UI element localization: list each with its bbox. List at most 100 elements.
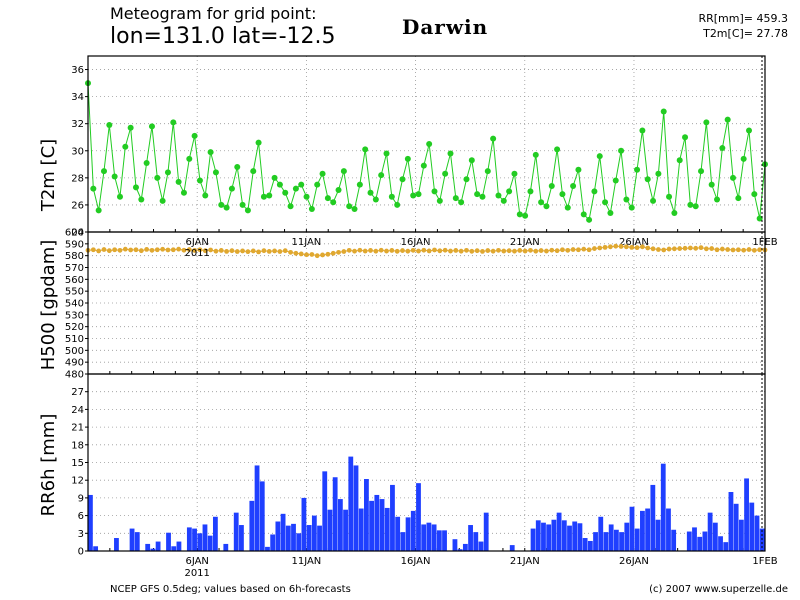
data-point (372, 196, 379, 203)
data-point (751, 191, 758, 198)
y-tick-label: 480 (65, 370, 84, 381)
x-tick-label: 11JAN (291, 237, 321, 248)
location-name: Darwin (402, 15, 489, 39)
data-point (522, 212, 529, 219)
y-tick-label: 550 (65, 287, 84, 298)
data-point (741, 247, 747, 253)
title-line-2: lon=131.0 lat=-12.5 (110, 24, 336, 49)
bar (421, 524, 427, 551)
data-point (362, 146, 369, 153)
data-point (490, 248, 496, 254)
data-point (586, 247, 592, 253)
y-tick-label: 500 (65, 346, 84, 357)
data-point (384, 248, 389, 254)
data-point (356, 181, 363, 188)
bar (640, 510, 645, 551)
bar (93, 546, 99, 551)
bar (322, 471, 328, 551)
y-tick-label: 9 (78, 493, 84, 504)
data-point (608, 244, 613, 250)
x-tick-label: 6JAN (185, 237, 208, 248)
data-point (352, 248, 357, 254)
y-tick-label: 520 (65, 322, 84, 333)
data-point (176, 246, 182, 252)
data-point (564, 204, 571, 211)
data-point (661, 247, 667, 253)
data-point (383, 150, 390, 157)
data-point (346, 203, 353, 210)
bar (405, 517, 411, 551)
data-point (442, 247, 448, 253)
bar (254, 465, 260, 551)
data-point (458, 199, 465, 206)
data-point (240, 248, 245, 254)
y-tick-label: 26 (71, 200, 84, 211)
bar (462, 543, 468, 551)
bar (291, 523, 296, 551)
data-point (517, 248, 523, 253)
data-point (170, 119, 177, 126)
data-point (202, 192, 209, 199)
bar (431, 524, 437, 551)
data-point (719, 246, 725, 252)
data-point (159, 197, 166, 204)
x-tick-label: 21JAN (510, 237, 540, 248)
y-tick-label: 510 (65, 334, 84, 345)
data-point (96, 248, 102, 254)
data-point (533, 248, 539, 254)
data-point (319, 170, 326, 177)
bar (593, 532, 598, 551)
data-point (271, 174, 278, 181)
bar (723, 542, 729, 551)
data-point (660, 108, 667, 115)
data-point (122, 143, 129, 150)
bar (390, 484, 395, 551)
bar (207, 535, 213, 551)
data-point (192, 248, 198, 253)
data-point (479, 193, 486, 200)
x-tick-label: 1FEB (752, 556, 777, 567)
data-point (213, 248, 219, 254)
data-point (442, 170, 449, 177)
data-point (399, 176, 406, 183)
bar (155, 541, 161, 551)
data-point (575, 166, 582, 173)
bar (483, 512, 489, 551)
data-point (111, 173, 118, 180)
data-point (132, 184, 139, 191)
bar (88, 494, 93, 551)
data-point (554, 248, 560, 254)
data-point (362, 248, 368, 254)
title-line-1: Meteogram for grid point: (110, 4, 317, 23)
data-point (671, 246, 677, 252)
data-point (373, 248, 379, 254)
bar (296, 533, 302, 551)
data-point (596, 153, 603, 160)
data-point (292, 185, 299, 192)
data-point (154, 247, 160, 253)
bar (629, 506, 635, 551)
bar (202, 524, 208, 551)
bar (509, 545, 515, 551)
data-point (709, 246, 715, 251)
y-tick-label: 24 (71, 228, 84, 239)
data-point (90, 185, 97, 192)
data-point (133, 247, 139, 253)
data-point (340, 168, 347, 175)
data-point (565, 247, 571, 253)
bar (530, 528, 536, 551)
bar (608, 524, 614, 551)
data-point (570, 182, 577, 189)
y-axis-label: RR6h [mm] (38, 414, 59, 517)
y-tick-label: 28 (71, 173, 84, 184)
data-point (725, 247, 731, 252)
bar (478, 541, 484, 551)
bar (145, 543, 151, 551)
bar (634, 528, 640, 551)
bar (436, 530, 442, 551)
data-point (357, 247, 363, 253)
data-point (506, 188, 513, 195)
data-point (191, 132, 198, 139)
data-point (484, 168, 491, 175)
